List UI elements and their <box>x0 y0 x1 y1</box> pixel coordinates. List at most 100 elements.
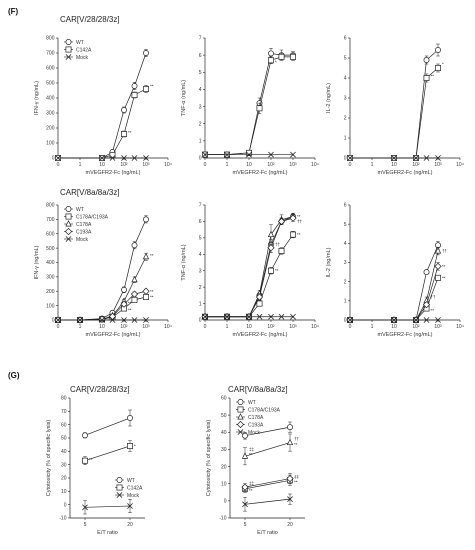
y-tick-label: 30 <box>221 447 227 453</box>
series-c193a <box>54 287 150 324</box>
panel-label-f: (F) <box>8 7 19 16</box>
significance-mark: ** <box>89 457 93 462</box>
y-tick-label: 0 <box>52 156 55 162</box>
data-point <box>423 317 430 323</box>
row2-title: CAR[V/8a/8a/3z] <box>60 188 120 197</box>
legend-label: WT <box>248 400 256 406</box>
legend-label: WT <box>76 40 84 46</box>
y-tick-label: -10 <box>219 516 226 522</box>
chart-f-tnf-28: 0 1 2 3 4 5 6 7 0 1 10 10² 10³ 10⁴ mVEGFR2-Fc (ng/mL) T… <box>181 36 319 176</box>
data-point <box>435 274 441 281</box>
x-axis-label: E/T ratio <box>97 530 118 536</box>
significance-mark: ** <box>128 130 132 135</box>
x-axis-label: mVEGFR2-Fc (ng/mL) <box>232 170 287 176</box>
x-tick-label: 1 <box>79 162 82 168</box>
chart-f-il2-8a: 0 1 2 3 4 5 6 0 1 10 10² 10³ 10⁴ mVEGFR2-Fc (ng/mL) IL… <box>326 203 464 338</box>
y-tick-label: 3 <box>199 104 202 110</box>
series-line <box>58 256 147 321</box>
data-point <box>131 275 138 283</box>
data-point <box>143 216 149 223</box>
g-left-title: CAR[V/28/28/3z] <box>70 385 130 394</box>
x-tick-label: 20 <box>287 522 293 528</box>
data-point <box>434 262 442 270</box>
y-tick-label: 20 <box>61 476 67 482</box>
legend-label: C178A/C193A <box>76 214 109 220</box>
data-point <box>77 317 83 323</box>
x-tick-label: 10⁴ <box>164 324 172 330</box>
legend-label: Mock <box>76 237 88 243</box>
x-tick-label: 5 <box>244 522 247 528</box>
data-point <box>435 155 441 161</box>
x-tick-label: 1 <box>79 324 82 330</box>
chart-f-il2-28: 0 1 2 3 4 5 6 0 1 10 10² 10³ 10⁴ mVEGFR2-Fc (ng/mL) IL… <box>326 36 464 176</box>
significance-mark: ** <box>430 74 434 79</box>
legend-marker <box>65 213 72 220</box>
x-tick-label: 10⁴ <box>311 162 319 168</box>
data-point <box>413 317 419 323</box>
y-axis-label: IFN-γ (ng/mL) <box>34 81 40 115</box>
data-point <box>287 424 293 431</box>
series-line <box>84 417 131 436</box>
data-point <box>347 317 353 323</box>
data-point <box>241 483 249 491</box>
significance-mark: ** <box>430 308 434 313</box>
y-tick-label: 7 <box>199 203 202 209</box>
x-tick-label: 10³ <box>142 162 150 168</box>
data-point <box>290 313 296 320</box>
data-point <box>121 286 127 293</box>
significance-mark: ** <box>249 452 253 457</box>
significance-mark: ** <box>294 442 298 447</box>
chart-f-ifn-8a: 0 100 200 300 400 500 600 700 800 0 1 10 10² 10³ 10⁴ mV… <box>34 203 172 338</box>
data-point <box>391 155 397 161</box>
y-tick-label: 1 <box>344 136 347 142</box>
y-tick-label: 700 <box>46 217 55 223</box>
y-tick-label: -10 <box>59 516 66 522</box>
series-line <box>58 219 147 321</box>
significance-mark: ** <box>150 295 154 300</box>
y-tick-label: 200 <box>46 126 55 132</box>
significance-mark: ** <box>275 268 279 273</box>
significance-mark: †† <box>297 219 303 224</box>
x-tick-label: 1 <box>371 162 374 168</box>
data-point <box>286 438 294 446</box>
y-axis-label: Cytotoxicity (% of specific lysis) <box>206 420 212 497</box>
x-axis-label: mVEGFR2-Fc (ng/mL) <box>377 332 432 338</box>
y-tick-label: 4 <box>199 252 202 258</box>
y-axis-label: TNF-α (ng/mL) <box>181 244 187 280</box>
y-tick-label: 0 <box>199 156 202 162</box>
legend-label: C142A <box>76 47 92 53</box>
y-tick-label: 6 <box>199 53 202 59</box>
y-tick-label: 30 <box>61 462 67 468</box>
y-tick-label: 5 <box>344 56 347 62</box>
data-point <box>142 287 150 295</box>
data-point <box>109 155 116 161</box>
x-tick-label: 10³ <box>289 162 297 168</box>
data-point <box>423 75 430 81</box>
x-tick-label: 1 <box>371 324 374 330</box>
data-point <box>131 83 138 89</box>
x-tick-label: 10⁴ <box>311 324 319 330</box>
chart-g-28: -10 0 10 20 30 40 50 60 70 80 5 20 E/T ratio Cytotoxi… <box>46 396 145 536</box>
x-axis-label: mVEGFR2-Fc (ng/mL) <box>85 170 140 176</box>
series-mock <box>55 155 149 161</box>
chart-f-tnf-8a: 0 1 2 3 4 5 6 7 0 1 10 10² 10³ 10⁴ mVEGFR2-Fc (ng/mL) T… <box>181 203 319 338</box>
significance-mark: * <box>442 62 444 67</box>
series-mock <box>347 317 441 323</box>
series-wt <box>202 48 296 158</box>
data-point <box>143 155 149 161</box>
series-line <box>84 445 131 461</box>
legend-label: Mock <box>127 493 139 499</box>
data-point <box>278 53 285 60</box>
legend-marker <box>65 54 72 60</box>
y-tick-label: 500 <box>46 81 55 87</box>
series-c178a <box>201 212 297 320</box>
significance-mark: †† <box>275 242 281 247</box>
data-point <box>127 443 133 449</box>
data-point <box>268 267 274 274</box>
x-tick-label: 10² <box>412 162 420 168</box>
y-axis-label: TNF-α (ng/mL) <box>181 80 187 116</box>
series-c193a <box>201 214 297 321</box>
row1-title: CAR[V/28/28/3z] <box>60 15 120 24</box>
